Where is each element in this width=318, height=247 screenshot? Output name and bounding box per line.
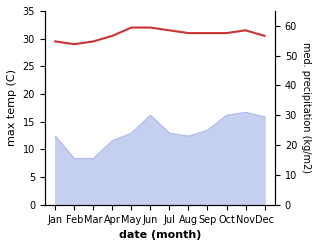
Y-axis label: max temp (C): max temp (C) <box>7 69 17 146</box>
X-axis label: date (month): date (month) <box>119 230 201 240</box>
Y-axis label: med. precipitation (kg/m2): med. precipitation (kg/m2) <box>301 42 311 173</box>
